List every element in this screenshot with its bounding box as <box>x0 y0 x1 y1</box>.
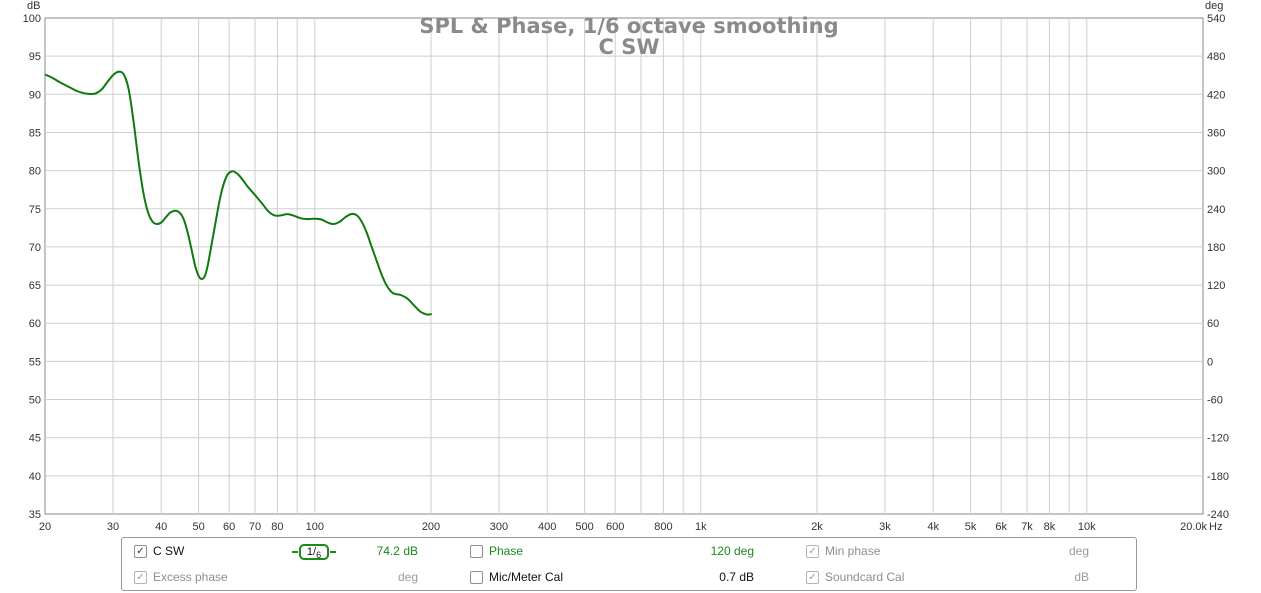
plot-area <box>44 17 1204 515</box>
x-tick-label: 600 <box>606 521 624 533</box>
y-axis-unit: dB <box>27 0 40 12</box>
chart-title: SPL & Phase, 1/6 octave smoothing <box>419 14 838 38</box>
y-tick-label: 55 <box>29 356 41 368</box>
x-tick-label: 60 <box>223 521 235 533</box>
x-tick-label: 6k <box>995 521 1007 533</box>
x-tick-label: 80 <box>271 521 283 533</box>
excess-phase-checkbox[interactable]: ✓ <box>134 571 147 584</box>
y-tick-label: 35 <box>29 509 41 521</box>
x-tick-label: 7k <box>1021 521 1033 533</box>
x-tick-label: 3k <box>879 521 891 533</box>
excess-phase-label: Excess phase <box>153 570 228 584</box>
y2-tick-label: 360 <box>1207 127 1225 139</box>
y-tick-label: 80 <box>29 166 41 178</box>
x-tick-label: 30 <box>107 521 119 533</box>
y2-tick-label: 180 <box>1207 242 1225 254</box>
trace-label: C SW <box>153 544 185 558</box>
x-tick-label: 400 <box>538 521 556 533</box>
y2-tick-label: 480 <box>1207 51 1225 63</box>
y-tick-label: 60 <box>29 318 41 330</box>
y2-tick-label: -240 <box>1207 509 1229 521</box>
x-tick-label: 40 <box>155 521 167 533</box>
phase-label: Phase <box>489 544 524 558</box>
min-phase-value: deg <box>1068 544 1089 558</box>
excess-phase-value: deg <box>397 570 418 584</box>
x-tick-label: 300 <box>490 521 508 533</box>
legend-row-1: ✓ C SW 1/6 74.2 dB Phase 120 deg ✓ Min p… <box>122 540 1136 564</box>
x-axis-unit: Hz <box>1209 521 1222 533</box>
series-group <box>44 70 432 316</box>
x-tick-label: 2k <box>811 521 823 533</box>
y-tick-label: 40 <box>29 471 41 483</box>
x-tick-label: 500 <box>575 521 593 533</box>
soundcard-cal-checkbox[interactable]: ✓ <box>806 571 819 584</box>
y2-tick-label: 240 <box>1207 204 1225 216</box>
x-tick-label: 800 <box>654 521 672 533</box>
spl-chart: 100 95 90 85 80 75 70 65 60 55 50 45 40 35 540 480 420 3… <box>23 0 1229 533</box>
chart-subtitle: C SW <box>598 35 659 59</box>
x-tick-label: 10k <box>1078 521 1096 533</box>
y-tick-label: 85 <box>29 127 41 139</box>
smoothing-numerator: 1 <box>306 546 314 558</box>
y2-tick-label: 60 <box>1207 318 1219 330</box>
trace-value: 74.2 dB <box>376 544 418 558</box>
soundcard-cal-label: Soundcard Cal <box>825 570 905 584</box>
y2-tick-label: 120 <box>1207 280 1225 292</box>
min-phase-checkbox[interactable]: ✓ <box>806 545 819 558</box>
grid <box>45 18 1203 514</box>
legend-row-2: ✓ Excess phase deg Mic/Meter Cal 0.7 dB … <box>122 566 1136 590</box>
y-tick-label: 50 <box>29 395 41 407</box>
y2-axis-ticks: 540 480 420 360 300 240 180 120 60 0 -60 -120 -180 -2… <box>1207 13 1229 521</box>
y-tick-label: 75 <box>29 204 41 216</box>
soundcard-cal-value: dB <box>1074 570 1089 584</box>
phase-value: 120 deg <box>710 544 754 558</box>
y-tick-label: 90 <box>29 89 41 101</box>
y-tick-label: 100 <box>23 13 41 25</box>
x-tick-label: 20.0k <box>1180 521 1207 533</box>
y-axis-ticks: 100 95 90 85 80 75 70 65 60 55 50 45 40 35 <box>23 13 41 521</box>
y-tick-label: 65 <box>29 280 41 292</box>
min-phase-label: Min phase <box>825 544 881 558</box>
smoothing-denominator: 6 <box>316 550 322 561</box>
x-tick-label: 1k <box>695 521 707 533</box>
x-tick-label: 5k <box>965 521 977 533</box>
x-tick-label: 50 <box>192 521 204 533</box>
x-tick-label: 8k <box>1044 521 1056 533</box>
y-tick-label: 45 <box>29 433 41 445</box>
y2-tick-label: 300 <box>1207 166 1225 178</box>
phase-checkbox[interactable] <box>470 545 483 558</box>
legend-panel: ✓ C SW 1/6 74.2 dB Phase 120 deg ✓ Min p… <box>121 537 1137 591</box>
mic-cal-label: Mic/Meter Cal <box>489 570 564 584</box>
y2-tick-label: -180 <box>1207 471 1229 483</box>
x-tick-label: 20 <box>39 521 51 533</box>
series-line-c-sw <box>44 70 432 316</box>
x-tick-label: 70 <box>249 521 261 533</box>
x-tick-label: 4k <box>927 521 939 533</box>
x-axis-ticks: 20 30 40 50 60 70 80 100 200 300 400 500 600 800 1k 2k 3… <box>39 521 1208 533</box>
y2-tick-label: 0 <box>1207 356 1213 368</box>
y2-tick-label: 540 <box>1207 13 1225 25</box>
y2-tick-label: 420 <box>1207 89 1225 101</box>
y2-axis-unit: deg <box>1205 0 1223 12</box>
y-tick-label: 70 <box>29 242 41 254</box>
y2-tick-label: -60 <box>1207 395 1223 407</box>
y2-tick-label: -120 <box>1207 433 1229 445</box>
smoothing-selector[interactable]: 1/6 <box>292 544 336 561</box>
trace-checkbox[interactable]: ✓ <box>134 545 147 558</box>
x-tick-label: 200 <box>422 521 440 533</box>
mic-cal-value: 0.7 dB <box>719 570 754 584</box>
y-tick-label: 95 <box>29 51 41 63</box>
x-tick-label: 100 <box>306 521 324 533</box>
mic-cal-checkbox[interactable] <box>470 571 483 584</box>
